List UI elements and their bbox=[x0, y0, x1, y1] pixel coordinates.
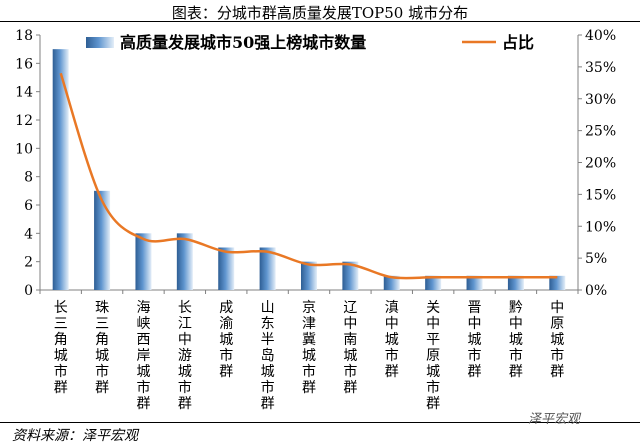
right-tick-label: 10% bbox=[585, 219, 616, 235]
bar bbox=[301, 261, 317, 290]
left-tick-label: 0 bbox=[24, 283, 33, 299]
left-tick-label: 10 bbox=[15, 141, 33, 157]
x-tick-label: 关中平原城市群 bbox=[426, 300, 440, 412]
bar bbox=[549, 275, 566, 290]
x-tick-label: 山东半岛城市群 bbox=[261, 300, 275, 412]
right-tick-label: 30% bbox=[585, 92, 616, 108]
left-tick-label: 8 bbox=[24, 170, 33, 186]
x-tick-label: 成渝城市群 bbox=[219, 300, 233, 380]
bar bbox=[218, 247, 235, 290]
bar bbox=[425, 275, 442, 290]
x-tick-label: 黔中城市群 bbox=[509, 300, 523, 380]
right-tick-label: 35% bbox=[585, 60, 616, 76]
legend: 高质量发展城市50强上榜城市数量 占比 bbox=[86, 33, 534, 52]
left-tick-label: 4 bbox=[24, 226, 33, 242]
x-tick-label: 海峡西岸城市群 bbox=[136, 300, 150, 412]
x-tick-label: 珠三角城市群 bbox=[95, 300, 109, 396]
right-tick-label: 40% bbox=[585, 28, 616, 44]
x-tick-label: 中原城市群 bbox=[550, 300, 564, 380]
legend-bar-swatch bbox=[86, 37, 114, 48]
title-top-rule bbox=[0, 21, 640, 22]
left-tick-label: 2 bbox=[24, 255, 33, 271]
legend-line-label: 占比 bbox=[502, 33, 534, 52]
watermark: 泽平宏观 bbox=[528, 412, 581, 427]
right-tick-label: 5% bbox=[585, 251, 607, 267]
right-tick-label: 0% bbox=[585, 283, 607, 299]
share-line bbox=[59, 72, 558, 280]
bar bbox=[507, 275, 524, 290]
bar bbox=[135, 233, 152, 290]
bar bbox=[259, 247, 276, 290]
x-tick-label: 晋中城市群 bbox=[468, 300, 482, 380]
bar bbox=[383, 275, 400, 290]
x-tick-label: 长三角城市群 bbox=[54, 300, 68, 396]
left-tick-label: 16 bbox=[15, 56, 33, 72]
source-note: 资料来源：泽平宏观 bbox=[12, 428, 138, 444]
bar bbox=[176, 233, 193, 290]
left-tick-label: 14 bbox=[15, 85, 33, 101]
left-tick-label: 12 bbox=[15, 113, 33, 129]
combo-chart: 0 2 4 6 8 10 12 14 16 18 0% 5% 10% 15% 20% 25% 30% 35% 40%… bbox=[15, 28, 616, 412]
x-tick-label: 滇中城市群 bbox=[385, 300, 399, 380]
source-rule bbox=[0, 422, 640, 423]
right-tick-label: 25% bbox=[585, 124, 616, 140]
x-tick-label: 京津冀城市群 bbox=[302, 300, 316, 396]
left-tick-label: 6 bbox=[24, 198, 33, 214]
bar bbox=[342, 261, 359, 290]
bar bbox=[94, 190, 111, 290]
x-tick-label: 辽中南城市群 bbox=[343, 300, 357, 396]
right-tick-label: 15% bbox=[585, 187, 616, 203]
bar bbox=[466, 275, 483, 290]
x-tick-label: 长江中游城市群 bbox=[178, 300, 192, 412]
legend-bar-label: 高质量发展城市50强上榜城市数量 bbox=[120, 33, 366, 52]
bar bbox=[52, 49, 69, 291]
chart-title: 图表：分城市群高质量发展TOP50 城市分布 bbox=[171, 4, 469, 22]
left-tick-label: 18 bbox=[15, 28, 33, 44]
right-tick-label: 20% bbox=[585, 156, 616, 172]
